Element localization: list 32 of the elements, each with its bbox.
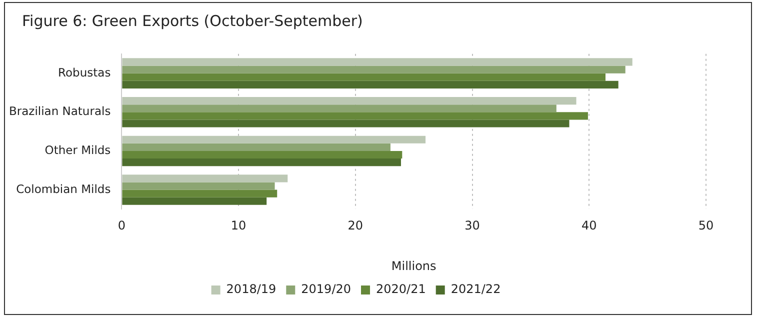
x-axis-title: Millions bbox=[391, 258, 436, 273]
bar bbox=[122, 150, 402, 159]
legend-label: 2018/19 bbox=[226, 282, 276, 296]
y-tick-label: Robustas bbox=[58, 65, 111, 80]
chart-title: Figure 6: Green Exports (October-September) bbox=[22, 12, 363, 30]
bar bbox=[122, 112, 588, 120]
bar bbox=[122, 174, 288, 182]
x-tick-label: 30 bbox=[464, 218, 480, 233]
y-tick-label: Colombian Milds bbox=[16, 182, 111, 196]
legend-label: 2021/22 bbox=[450, 282, 501, 296]
bar bbox=[122, 73, 606, 81]
bar bbox=[122, 143, 390, 151]
bar bbox=[122, 96, 576, 105]
legend-label: 2019/20 bbox=[301, 282, 352, 296]
x-tick-label: 20 bbox=[348, 218, 364, 233]
y-tick-label: Brazilian Naturals bbox=[9, 104, 111, 118]
legend-label: 2020/21 bbox=[376, 282, 426, 296]
y-tick-label: Other Milds bbox=[44, 142, 111, 157]
bar bbox=[122, 80, 618, 88]
bar bbox=[122, 104, 556, 112]
x-tick-label: 50 bbox=[698, 218, 714, 233]
bar bbox=[122, 182, 275, 190]
bar bbox=[122, 158, 401, 166]
x-tick-label: 10 bbox=[230, 218, 246, 233]
bar bbox=[122, 136, 426, 144]
bar bbox=[122, 66, 626, 74]
x-tick-label: 0 bbox=[118, 218, 126, 233]
bar bbox=[122, 58, 632, 66]
bar bbox=[122, 190, 278, 198]
bar bbox=[122, 120, 570, 128]
x-tick-label: 40 bbox=[581, 218, 597, 233]
bar bbox=[122, 197, 267, 205]
